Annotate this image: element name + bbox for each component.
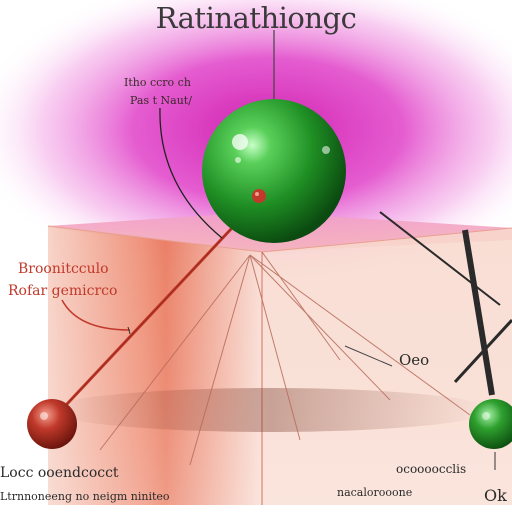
small-green-sphere <box>469 399 512 449</box>
bottom-left-label-line1: Locc ooendcocct <box>0 465 119 481</box>
top-left-label-line2: Pas t Naut/ <box>130 94 192 107</box>
dark-rod <box>379 211 512 396</box>
red-label-line2: Rofar gemicrco <box>8 283 118 299</box>
top-left-label-line1: Itho ccro ch <box>124 76 191 89</box>
green-sphere <box>202 99 346 243</box>
red-sphere <box>27 399 77 449</box>
top-label-pointer <box>159 107 223 239</box>
contact-node <box>252 189 266 203</box>
bottom-right-corner-label: Ok <box>484 486 507 505</box>
right-mid-label: Oeo <box>399 351 430 369</box>
red-pointer <box>61 299 131 331</box>
bottom-right-label-line2: nacalorooone <box>337 486 413 499</box>
fan-lines <box>99 251 471 466</box>
red-label-line1: Broonitcculo <box>18 261 109 277</box>
bottom-left-label-line2: Ltrnnoneeng no neigm niniteo <box>0 490 170 503</box>
diagram-title: Ratinathiongc <box>155 1 357 35</box>
bottom-right-label-line1: ocoooocclis <box>396 462 467 476</box>
floor-shadow <box>50 388 490 432</box>
right-pointer <box>344 345 393 367</box>
